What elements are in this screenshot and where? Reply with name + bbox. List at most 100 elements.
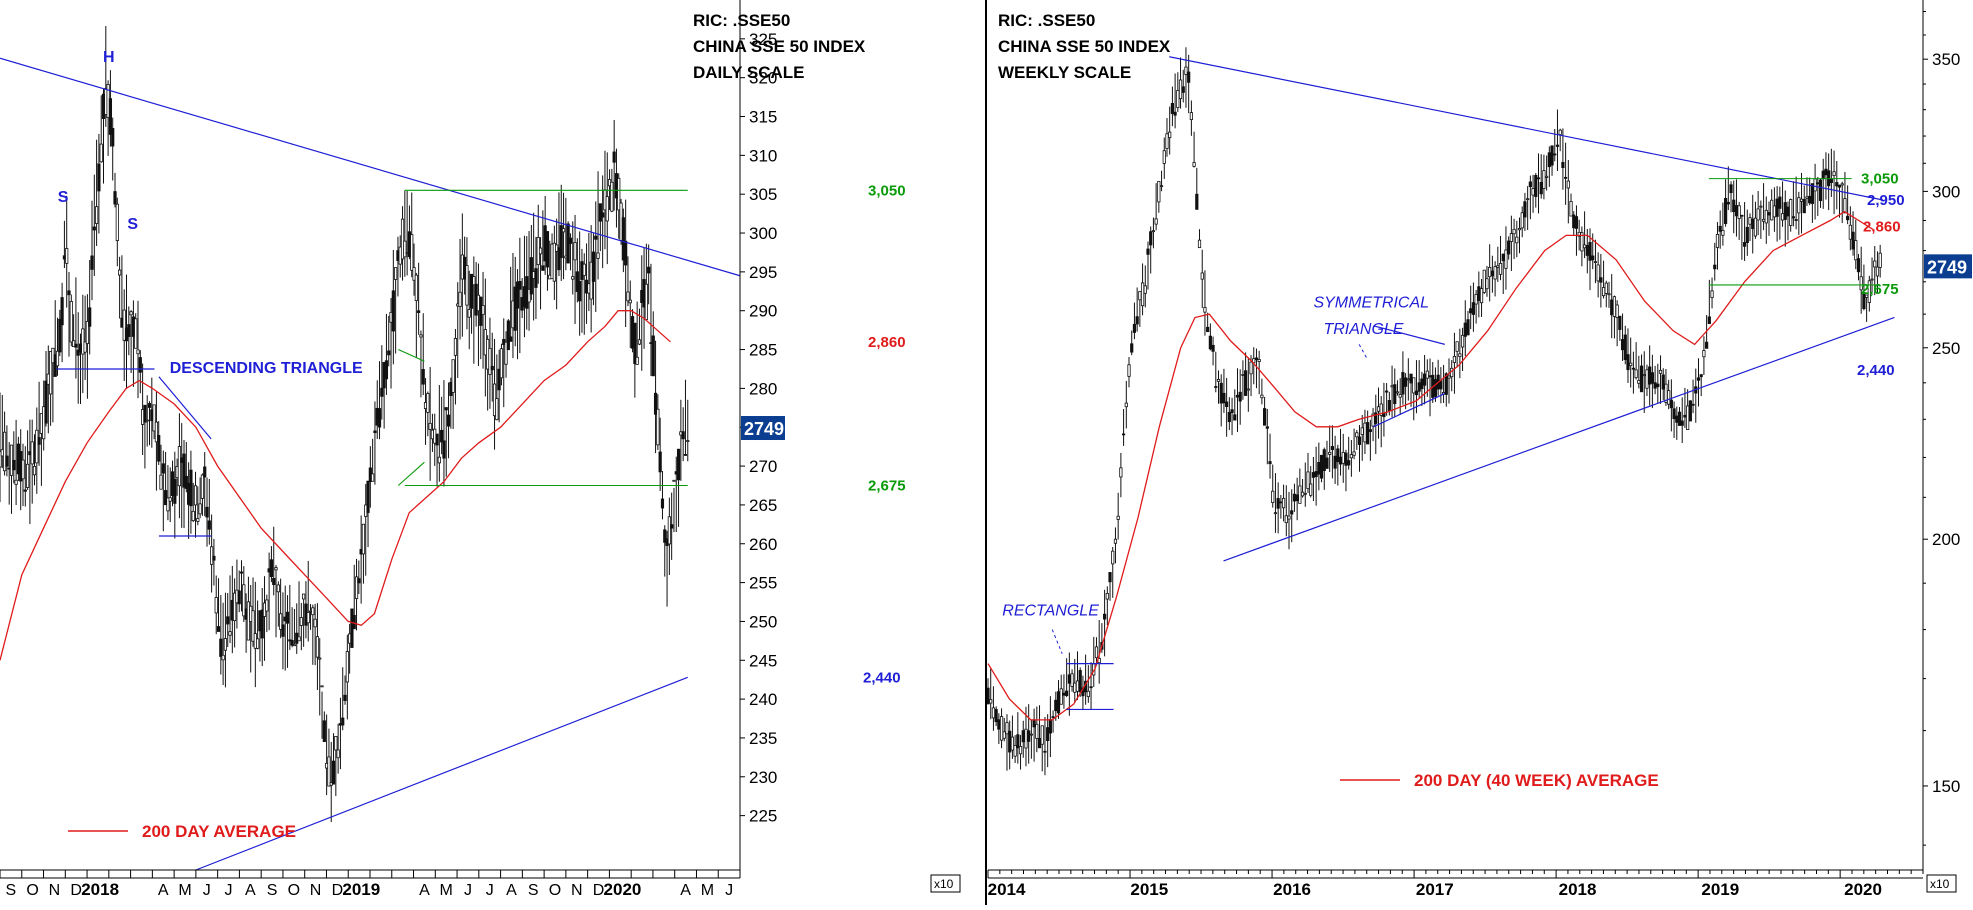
candle-body [1135, 316, 1139, 325]
candle-body [1658, 369, 1663, 374]
candle-body [1683, 414, 1687, 418]
candle-body [1159, 185, 1164, 188]
last-price-tag [741, 416, 785, 441]
candle-body [1512, 228, 1516, 235]
candle-body [1734, 205, 1739, 217]
candle-body [1309, 483, 1313, 496]
candle-body [228, 631, 232, 636]
candle-body [157, 435, 161, 462]
level-3050-label: 3,050 [868, 182, 906, 199]
y-tick-label: 280 [749, 379, 777, 398]
x-month-label: A [245, 882, 256, 899]
candle-body [205, 506, 209, 518]
candle-body [541, 265, 545, 271]
candle-body [1037, 737, 1042, 749]
candle-body [1246, 388, 1250, 391]
candle-body [1439, 380, 1443, 390]
candle-body [32, 465, 37, 476]
y-tick-label: 305 [749, 185, 777, 204]
candle-body [1328, 451, 1332, 455]
candle-body [686, 440, 690, 442]
last-price-label: 2749 [744, 419, 784, 439]
candle-body [1686, 405, 1690, 430]
candle-body [1742, 242, 1747, 247]
candle-body [168, 497, 172, 502]
candle-body [1653, 382, 1657, 389]
candle-body [1376, 406, 1381, 412]
candle-body [557, 247, 561, 271]
candle-body [1395, 391, 1400, 394]
candle-body [1390, 385, 1394, 388]
candle-body [1631, 367, 1636, 370]
candle-body [1276, 498, 1280, 509]
support-trendline [1223, 316, 1895, 562]
candle-body [361, 523, 366, 555]
candle-body [1341, 452, 1345, 464]
candle-body [1306, 471, 1310, 490]
candle-body [651, 335, 655, 377]
candle-body [1455, 341, 1459, 352]
candle-body [5, 455, 9, 467]
candle-body [1010, 736, 1015, 751]
candle-body [1127, 364, 1131, 377]
candle-body [143, 404, 147, 423]
candle-body [1300, 491, 1305, 497]
candle-body [527, 288, 531, 303]
candle-body [1615, 304, 1619, 318]
candle-body [1319, 454, 1324, 479]
candle-body [481, 305, 485, 315]
candle-body [1547, 152, 1551, 168]
candle-body [1808, 195, 1812, 204]
candle-body [55, 350, 60, 367]
last-price-tag [1924, 254, 1972, 279]
candle-body [1856, 258, 1861, 273]
candle-body [1816, 182, 1820, 185]
candle-body [1195, 193, 1199, 210]
candle-body [1675, 415, 1679, 423]
candle-body [237, 590, 241, 605]
candle-body [1645, 369, 1649, 389]
y-tick-label: 225 [749, 807, 777, 826]
candle-body [1035, 723, 1039, 739]
candle-body [1759, 205, 1763, 208]
candle-body [1648, 366, 1652, 385]
candle-body [663, 529, 667, 543]
candle-body [656, 408, 660, 446]
candle-body [1366, 422, 1370, 445]
candle-body [1699, 374, 1703, 378]
candle-body [1046, 727, 1050, 742]
candle-body [1271, 490, 1275, 503]
candle-body [628, 299, 632, 304]
multiplier-box [930, 874, 961, 893]
last-price-label: 2749 [1927, 257, 1967, 277]
candle-body [421, 369, 425, 385]
candle-body [212, 555, 216, 561]
candle-body [681, 431, 685, 440]
candle-body [1398, 394, 1402, 398]
candle-body [1696, 377, 1701, 381]
candle-body [1086, 690, 1090, 698]
candle-body [334, 736, 338, 751]
y-tick-label: 250 [1932, 339, 1960, 358]
candle-body [173, 478, 177, 504]
candle-body [1710, 290, 1714, 299]
candle-body [260, 609, 264, 639]
candle-body [1368, 429, 1372, 432]
hs-annotation: S [58, 189, 69, 206]
candle-body [166, 497, 170, 512]
candle-body [469, 273, 474, 309]
candle-body [1553, 153, 1557, 156]
candle-body [1165, 133, 1169, 150]
candle-body [1463, 322, 1467, 337]
candle-body [306, 612, 310, 624]
candle-body [1780, 213, 1785, 221]
x-year-label: 2018 [81, 880, 119, 899]
candle-body [1751, 218, 1755, 230]
candle-body [1344, 452, 1348, 466]
candle-body [1561, 161, 1565, 168]
candle-body [1813, 178, 1817, 192]
candle-body [318, 657, 322, 660]
candle-body [1292, 493, 1297, 502]
candle-body [1761, 218, 1766, 222]
x-month-label: D [70, 882, 82, 899]
